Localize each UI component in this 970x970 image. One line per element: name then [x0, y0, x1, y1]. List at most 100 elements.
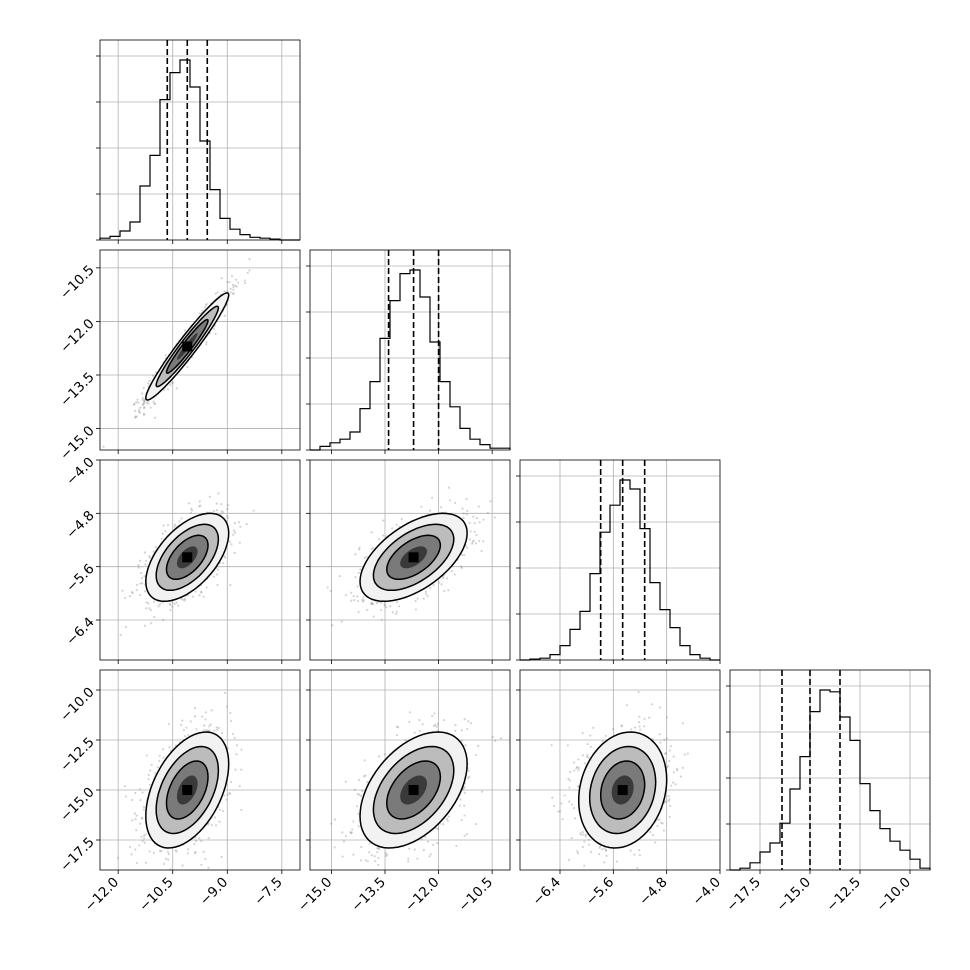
scatter-point: [363, 556, 366, 559]
scatter-point: [181, 719, 184, 722]
scatter-point: [491, 735, 494, 739]
scatter-point: [612, 727, 615, 731]
scatter-point: [168, 602, 171, 606]
scatter-point: [139, 798, 142, 802]
scatter-point: [230, 274, 234, 278]
scatter-point: [162, 748, 165, 751]
scatter-point: [592, 726, 595, 729]
scatter-point: [586, 753, 589, 757]
scatter-point: [361, 598, 364, 601]
scatter-point: [224, 556, 227, 559]
scatter-point: [222, 562, 225, 565]
scatter-point: [353, 599, 356, 602]
scatter-point: [462, 516, 465, 520]
scatter-point: [445, 577, 449, 580]
panel-frame: [309, 249, 511, 451]
histogram-panel-p1: [306, 249, 511, 451]
scatter-point: [651, 833, 655, 837]
scatter-point: [471, 540, 474, 543]
scatter-point: [316, 874, 318, 876]
scatter-point: [366, 860, 369, 863]
scatter-point: [232, 285, 235, 289]
scatter-point: [226, 290, 229, 293]
scatter-point: [212, 509, 216, 513]
scatter-point: [145, 601, 148, 604]
scatter-point: [572, 806, 576, 810]
scatter-point: [358, 548, 361, 551]
x-tick-label: −17.5: [723, 874, 764, 915]
scatter-point: [215, 573, 219, 576]
scatter-point: [658, 818, 661, 821]
scatter-point: [385, 853, 389, 856]
scatter-point: [200, 591, 203, 594]
scatter-point: [367, 851, 371, 854]
scatter-point: [208, 725, 211, 728]
scatter-point: [579, 832, 582, 835]
scatter-point: [447, 589, 450, 592]
scatter-point: [568, 786, 571, 789]
scatter-point: [140, 576, 144, 580]
scatter-point: [383, 753, 386, 756]
scatter-point: [203, 306, 207, 309]
scatter-point: [377, 847, 380, 850]
scatter-point: [188, 502, 191, 505]
scatter-point: [389, 605, 392, 608]
scatter-point: [351, 828, 354, 831]
scatter-point: [235, 753, 238, 756]
scatter-point: [153, 615, 156, 619]
scatter-point: [482, 540, 485, 543]
scatter-point: [240, 768, 243, 771]
scatter-point: [226, 747, 230, 750]
scatter-point: [226, 280, 229, 284]
scatter-point: [148, 379, 151, 383]
scatter-point: [442, 823, 445, 826]
scatter-point: [204, 857, 207, 861]
scatter-point: [377, 538, 381, 541]
scatter-point: [186, 365, 189, 368]
scatter-point: [144, 833, 147, 836]
scatter-point: [138, 844, 141, 847]
scatter-point: [229, 287, 232, 290]
scatter-point: [424, 835, 427, 839]
scatter-point: [443, 590, 446, 593]
contour-line: [372, 523, 455, 592]
scatter-point: [428, 855, 431, 858]
density-peak: [182, 552, 193, 563]
scatter-point: [205, 586, 208, 589]
scatter-point: [179, 723, 183, 727]
scatter-point: [599, 845, 602, 848]
scatter-point: [667, 795, 670, 798]
scatter-point: [356, 792, 359, 796]
scatter-point: [445, 817, 449, 820]
scatter-point: [181, 598, 184, 601]
scatter-point: [162, 524, 165, 527]
scatter-point: [604, 734, 607, 738]
scatter-point: [223, 555, 226, 558]
scatter-point: [143, 413, 146, 416]
scatter-point: [141, 403, 144, 406]
scatter-point: [232, 292, 235, 295]
scatter-point: [210, 824, 213, 827]
scatter-point: [636, 866, 639, 870]
scatter-point: [341, 831, 344, 834]
scatter-point: [371, 602, 374, 606]
scatter-point: [102, 445, 105, 448]
scatter-point: [665, 737, 668, 740]
scatter-point: [121, 589, 124, 592]
scatter-point: [494, 739, 497, 743]
scatter-point: [217, 492, 220, 495]
scatter-point: [239, 525, 242, 528]
scatter-point: [463, 554, 466, 557]
scatter-point: [160, 537, 163, 540]
scatter-point: [153, 402, 156, 405]
scatter-point: [331, 624, 334, 627]
scatter-point: [246, 271, 249, 274]
scatter-point: [203, 724, 206, 727]
scatter-point: [586, 755, 589, 758]
scatter-point: [480, 790, 484, 793]
scatter-point: [420, 505, 423, 508]
scatter-point: [187, 734, 190, 737]
scatter-point: [139, 572, 143, 575]
scatter-point: [124, 596, 127, 600]
scatter-point: [466, 727, 469, 731]
